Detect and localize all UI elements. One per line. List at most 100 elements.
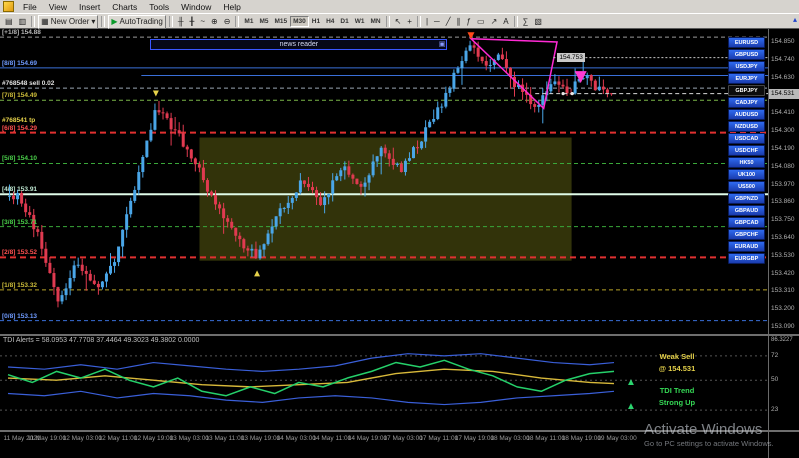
trade-label: #768541 tp xyxy=(2,117,36,125)
equidistant-channel-icon: ∥ xyxy=(456,16,461,26)
toolbar-arrows-button[interactable]: ↗ xyxy=(489,16,500,28)
toolbar-zoom-in-button[interactable]: ⊕ xyxy=(209,16,220,28)
price-tick: 154.300 xyxy=(771,127,795,135)
price-axis[interactable]: 154.531 86.3227 154.850 154.740 154.630 154… xyxy=(768,29,799,458)
toolbar-profiles-button[interactable]: ▥ xyxy=(17,16,29,28)
symbol-button-gbpnzd[interactable]: GBPNZD xyxy=(728,193,765,204)
timeframe-w1-button[interactable]: W1 xyxy=(354,18,365,25)
timeframe-h1-button[interactable]: H1 xyxy=(311,18,321,25)
tdi-chart-svg xyxy=(0,353,768,411)
symbol-button-us500[interactable]: US500 xyxy=(728,181,765,192)
menu-view[interactable]: View xyxy=(48,1,67,12)
pane-splitter[interactable] xyxy=(0,334,799,336)
menu-charts[interactable]: Charts xyxy=(112,1,138,12)
tdi-level-label: 72 xyxy=(771,351,779,359)
time-tick: 13 May 11:00 xyxy=(205,435,245,442)
symbol-button-audusd[interactable]: AUDUSD xyxy=(728,109,765,120)
pane-splitter[interactable] xyxy=(0,430,799,432)
menu-tools[interactable]: Tools xyxy=(149,1,170,12)
tdi-level-label: 50 xyxy=(771,376,779,384)
timeframe-h4-button[interactable]: H4 xyxy=(326,18,335,25)
trend-up-arrow-icon: ▲ xyxy=(626,401,636,412)
symbol-button-hk50[interactable]: HK50 xyxy=(728,157,765,168)
timeframe-d1-button[interactable]: D1 xyxy=(340,18,349,25)
consolidation-box xyxy=(199,137,572,261)
toolbar-text-label-button[interactable]: A xyxy=(501,16,510,28)
symbol-button-usdjpy[interactable]: USDJPY xyxy=(728,61,765,72)
time-axis[interactable]: 11 May 2021 11 May 19:00 12 May 03:00 12 Ma… xyxy=(0,432,768,458)
time-tick: 14 May 11:00 xyxy=(312,435,352,442)
trendline-icon: ╱ xyxy=(445,16,451,26)
murrey-label: [7/8] 154.49 xyxy=(2,92,38,100)
time-tick: 17 May 11:00 xyxy=(419,435,459,442)
bar-chart-icon: ╫ xyxy=(177,16,184,26)
menu-bar: File View Insert Charts Tools Window Help xyxy=(0,0,799,14)
text-label-icon: A xyxy=(503,16,509,26)
menu-file[interactable]: File xyxy=(23,1,37,12)
toolbar-line-chart-button[interactable]: ~ xyxy=(198,16,207,28)
toolbar-horizontal-line-button[interactable]: ─ xyxy=(432,16,442,28)
murrey-lines xyxy=(0,36,768,322)
toolbar-separator xyxy=(416,16,421,27)
news-reader-box[interactable]: news reader ▣ xyxy=(150,38,448,50)
toolbar-zoom-out-button[interactable]: ⊖ xyxy=(222,16,233,28)
toolbar-fibonacci-button[interactable]: ƒ xyxy=(465,16,473,28)
menu-insert[interactable]: Insert xyxy=(78,1,101,12)
toolbar-scroll-up-button[interactable]: ▴ xyxy=(792,15,797,24)
chart-canvas[interactable]: news reader ▣ 154.753 [+1/8] 154.88 [8/8]… xyxy=(0,29,768,334)
templates-icon: ▧ xyxy=(534,16,542,26)
symbol-button-gbpusd[interactable]: GBPUSD xyxy=(728,49,765,60)
murrey-label: [0/8] 153.13 xyxy=(2,312,38,320)
symbol-button-gbpchf[interactable]: GBPCHF xyxy=(728,229,765,240)
toolbar-trendline-button[interactable]: ╱ xyxy=(444,16,453,28)
new-order-button[interactable]: ▦ New Order ▾ xyxy=(38,14,99,29)
price-tick: 154.850 xyxy=(771,37,795,45)
timeframe-mn-button[interactable]: MN xyxy=(370,18,381,25)
toolbar-shapes-button[interactable]: ▭ xyxy=(475,16,487,28)
autotrading-label: AutoTrading xyxy=(119,17,163,26)
toolbar-bar-chart-button[interactable]: ╫ xyxy=(176,16,186,28)
toolbar: ▤ ▥ ▦ New Order ▾ ▶ AutoTrading ╫ ╂ ~ ⊕ ⊖ M1 M5 M15 M30… xyxy=(0,14,799,29)
menu-window[interactable]: Window xyxy=(181,1,212,12)
symbol-button-usdchf[interactable]: USDCHF xyxy=(728,145,765,156)
symbol-button-eurusd[interactable]: EURUSD xyxy=(728,37,765,48)
timeframe-m30-button[interactable]: M30 xyxy=(290,16,309,27)
price-tick: 153.640 xyxy=(771,233,795,241)
symbol-button-usdcad[interactable]: USDCAD xyxy=(728,133,765,144)
toolbar-new-chart-button[interactable]: ▤ xyxy=(3,16,15,28)
trend-up-arrow-icon: ▲ xyxy=(626,377,636,388)
symbol-button-uk100[interactable]: UK100 xyxy=(728,169,765,180)
price-tick: 154.080 xyxy=(771,162,795,170)
symbol-button-nzdusd[interactable]: NZDUSD xyxy=(728,121,765,132)
toolbar-templates-button[interactable]: ▧ xyxy=(532,16,544,28)
timeframe-m5-button[interactable]: M5 xyxy=(259,18,269,25)
symbol-button-cadjpy[interactable]: CADJPY xyxy=(728,97,765,108)
price-tick: 153.420 xyxy=(771,269,795,277)
price-tick: 153.310 xyxy=(771,287,795,295)
menu-items: File View Insert Charts Tools Window Help xyxy=(17,2,247,12)
order-dot xyxy=(570,92,574,96)
line-chart-icon: ~ xyxy=(200,16,206,26)
horizontal-line-icon: ─ xyxy=(434,16,440,26)
toolbar-equidistant-channel-button[interactable]: ∥ xyxy=(455,16,463,28)
tdi-upper-band xyxy=(7,353,615,372)
symbol-button-gbpaud[interactable]: GBPAUD xyxy=(728,205,765,216)
tdi-trend-direction: Strong Up xyxy=(658,398,696,407)
timeframe-m1-button[interactable]: M1 xyxy=(244,18,254,25)
symbol-button-gbpcad[interactable]: GBPCAD xyxy=(728,217,765,228)
symbol-button-euraud[interactable]: EURAUD xyxy=(728,241,765,252)
symbol-button-eurjpy[interactable]: EURJPY xyxy=(728,73,765,84)
time-tick: 13 May 19:00 xyxy=(240,435,281,442)
time-tick: 12 May 19:00 xyxy=(133,435,174,442)
tdi-indicator-pane[interactable]: TDI Alerts = 58.0953 47.7708 37.4464 49.… xyxy=(0,336,768,430)
symbol-button-eurgbp[interactable]: EURGBP xyxy=(728,253,765,264)
toolbar-indicators-button[interactable]: ∑ xyxy=(521,16,531,28)
toolbar-cursor-button[interactable]: ↖ xyxy=(393,16,404,28)
menu-help[interactable]: Help xyxy=(223,1,241,12)
symbol-button-gbpjpy[interactable]: GBPJPY xyxy=(728,85,765,96)
toolbar-vertical-line-button[interactable]: | xyxy=(424,16,430,28)
toolbar-candlestick-chart-button[interactable]: ╂ xyxy=(188,16,197,28)
timeframe-m15-button[interactable]: M15 xyxy=(274,18,288,25)
toolbar-crosshair-button[interactable]: + xyxy=(405,16,414,28)
autotrading-button[interactable]: ▶ AutoTrading xyxy=(108,14,166,29)
